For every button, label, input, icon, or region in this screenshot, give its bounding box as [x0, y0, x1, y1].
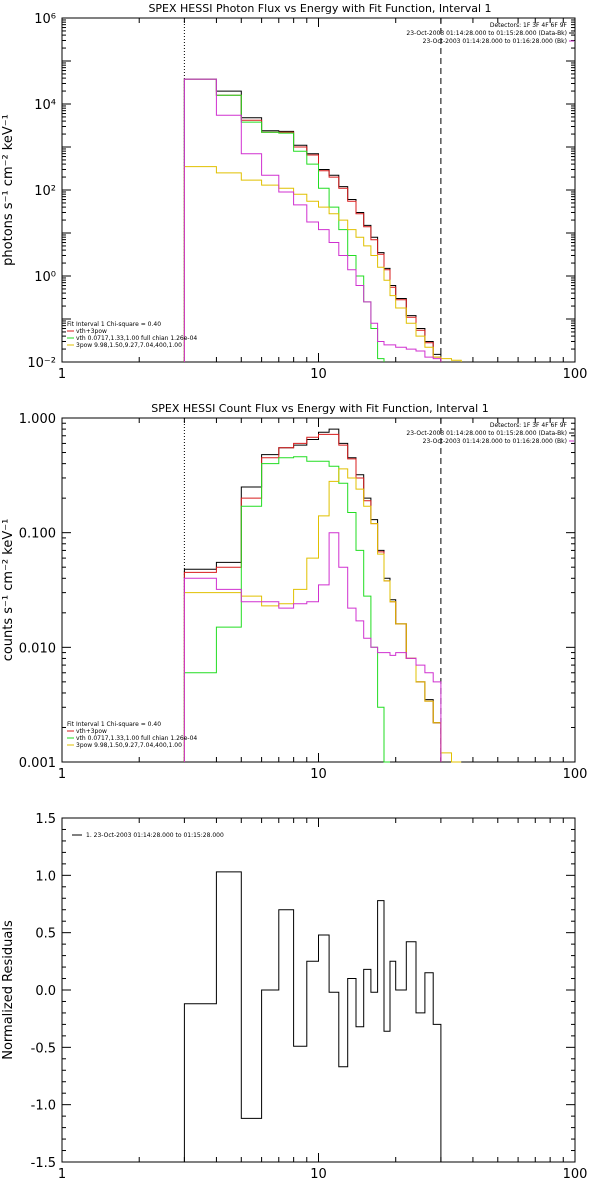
count-legend-bottom-entry: vth 0.0717,1.33,1.00 full chian 1.26e-04 — [76, 735, 197, 742]
photon-legend-top-entry: 23-Oct-2003 01:14:28.000 to 01:15:28.000… — [406, 30, 567, 37]
photon-x-tick-label: 1 — [58, 367, 66, 382]
count-series-vth-3pow — [183, 433, 442, 762]
photon-x-tick-label: 10 — [310, 367, 327, 382]
photon-y-tick-label: 10⁴ — [34, 98, 56, 113]
photon-series-bk — [183, 78, 442, 362]
count-flux-title: SPEX HESSI Count Flux vs Energy with Fit… — [151, 402, 488, 415]
photon-y-tick-label: 10² — [34, 184, 56, 199]
photon-plot-frame — [61, 17, 576, 363]
residuals-y-tick-label: 0.5 — [35, 927, 56, 942]
count-legend-top-entry: 23-Oct-2003 01:14:28.000 to 01:16:28.000… — [423, 438, 567, 445]
residuals-y-tick-label: -1.5 — [31, 1156, 56, 1171]
photon-legend-top-entry: Detectors: 1F 3F 4F 6F 9F — [490, 22, 568, 29]
count-legend-bottom-entry: Fit Interval 1 Chi-square = 0.40 — [67, 721, 161, 728]
residuals-x-tick-label: 1 — [58, 1167, 66, 1182]
photon-legend-bottom-entry: Fit Interval 1 Chi-square = 0.40 — [67, 321, 161, 328]
photon-legend-top-entry: 23-Oct-2003 01:14:28.000 to 01:16:28.000… — [423, 38, 567, 45]
count-y-tick-label: 0.001 — [19, 756, 56, 771]
count-series-vth — [183, 456, 390, 763]
count-flux-panel: SPEX HESSI Count Flux vs Energy with Fit… — [1, 402, 587, 782]
residuals-panel: Normalized Residuals 1 10 100 1.5 1.0 0.5 0.0 -… — [1, 812, 587, 1182]
photon-series-vth-3pow — [183, 78, 442, 362]
photon-series-3pow — [183, 166, 462, 362]
photon-flux-title: SPEX HESSI Photon Flux vs Energy with Fi… — [148, 2, 491, 15]
count-legend-top-entry: 23-Oct-2003 01:14:28.000 to 01:15:28.000… — [406, 430, 567, 437]
count-legend-top-entry: Detectors: 1F 3F 4F 6F 9F — [490, 422, 568, 429]
residuals-x-tick-label: 100 — [563, 1167, 588, 1182]
residuals-series-1-23-oct-2003-01-14-28-000-to-01-15-28-000 — [183, 871, 442, 1162]
count-x-tick-label: 100 — [563, 767, 588, 782]
photon-y-tick-label: 10⁰ — [34, 270, 56, 285]
count-y-tick-label: 1.000 — [19, 412, 56, 427]
photon-legend-bottom-entry: vth 0.0717,1.33,1.00 full chian 1.26e-04 — [76, 335, 197, 342]
photon-y-tick-label: 10⁶ — [34, 12, 56, 27]
residuals-y-tick-label: 1.5 — [35, 812, 56, 827]
count-y-tick-label: 0.010 — [19, 641, 56, 656]
count-series-data-bk — [183, 428, 442, 762]
residuals-legend-entry: 1. 23-Oct-2003 01:14:28.000 to 01:15:28.… — [86, 832, 224, 839]
residuals-y-tick-label: 0.0 — [35, 984, 56, 999]
count-x-tick-label: 1 — [58, 767, 66, 782]
count-legend-bottom-entry: 3pow 9.98,1.50,9.27,7.04,400,1.00 — [76, 742, 182, 749]
residuals-y-tick-label: 1.0 — [35, 869, 56, 884]
photon-series-data-bk — [183, 78, 442, 362]
residuals-plot-frame — [61, 817, 576, 1163]
count-series-3pow — [183, 468, 462, 763]
count-flux-ylabel: counts s⁻¹ cm⁻² keV⁻¹ — [1, 519, 16, 662]
count-series-bk — [183, 532, 442, 762]
residuals-x-tick-label: 10 — [310, 1167, 327, 1182]
count-y-tick-label: 0.100 — [19, 527, 56, 542]
photon-legend-bottom-entry: vth+3pow — [76, 328, 107, 335]
photon-x-tick-label: 100 — [563, 367, 588, 382]
residuals-y-tick-label: -0.5 — [31, 1041, 56, 1056]
count-legend-bottom-entry: vth+3pow — [76, 728, 107, 735]
residuals-ylabel: Normalized Residuals — [1, 920, 16, 1060]
photon-series-vth — [183, 78, 385, 362]
photon-flux-ylabel: photons s⁻¹ cm⁻² keV⁻¹ — [1, 114, 16, 266]
count-x-tick-label: 10 — [310, 767, 327, 782]
photon-flux-panel: SPEX HESSI Photon Flux vs Energy with Fi… — [1, 2, 587, 382]
photon-y-tick-label: 10⁻² — [27, 356, 56, 371]
photon-legend-bottom-entry: 3pow 9.98,1.50,9.27,7.04,400,1.00 — [76, 342, 182, 349]
residuals-y-tick-label: -1.0 — [31, 1099, 56, 1114]
